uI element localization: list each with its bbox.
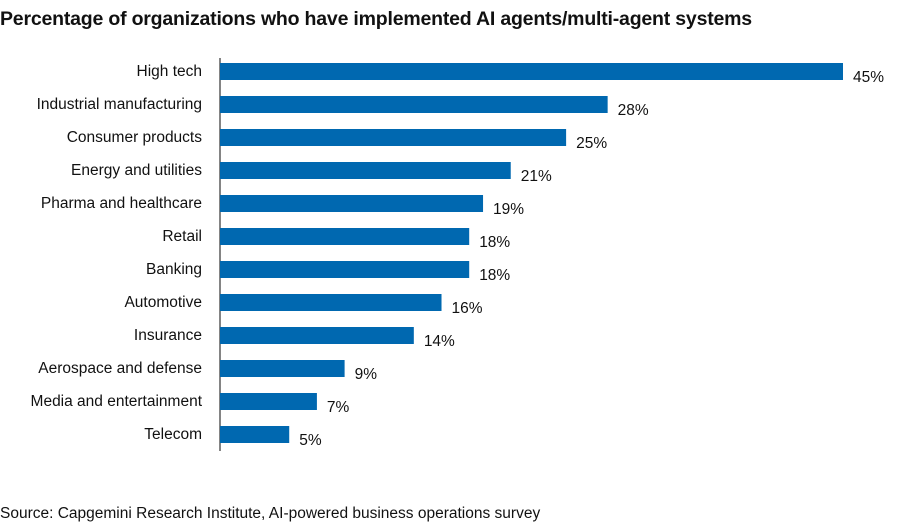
value-label: 21% bbox=[521, 168, 552, 185]
bar bbox=[220, 162, 511, 179]
category-label: Consumer products bbox=[67, 129, 203, 146]
category-label: Banking bbox=[146, 261, 202, 278]
value-label: 14% bbox=[424, 333, 455, 350]
category-label: Aerospace and defense bbox=[38, 360, 202, 377]
category-label: Automotive bbox=[124, 294, 202, 311]
source-note: Source: Capgemini Research Institute, AI… bbox=[0, 505, 541, 522]
chart-title: Percentage of organizations who have imp… bbox=[0, 8, 752, 30]
value-label: 16% bbox=[452, 300, 483, 317]
category-label: Industrial manufacturing bbox=[37, 96, 202, 113]
category-label: Media and entertainment bbox=[31, 393, 203, 410]
value-label: 45% bbox=[853, 69, 884, 86]
value-label: 7% bbox=[327, 399, 350, 416]
value-label: 19% bbox=[493, 201, 524, 218]
bars-group: High tech 45% Industrial manufacturing 28% C… bbox=[31, 63, 884, 449]
category-label: Insurance bbox=[134, 327, 202, 344]
category-label: Pharma and healthcare bbox=[41, 195, 202, 212]
bar bbox=[220, 393, 317, 410]
bar bbox=[220, 261, 470, 278]
bar bbox=[220, 294, 442, 311]
bar bbox=[220, 228, 470, 245]
category-label: Retail bbox=[162, 228, 202, 245]
value-label: 9% bbox=[355, 366, 378, 383]
bar bbox=[220, 63, 843, 80]
bar bbox=[220, 129, 567, 146]
value-label: 18% bbox=[479, 234, 510, 251]
value-label: 5% bbox=[299, 432, 322, 449]
bar bbox=[220, 426, 290, 443]
value-label: 28% bbox=[618, 102, 649, 119]
bar bbox=[220, 327, 414, 344]
bar bbox=[220, 195, 484, 212]
value-label: 18% bbox=[479, 267, 510, 284]
category-label: Telecom bbox=[144, 426, 202, 443]
category-label: Energy and utilities bbox=[71, 162, 202, 179]
bar bbox=[220, 360, 345, 377]
bar bbox=[220, 96, 608, 113]
value-label: 25% bbox=[576, 135, 607, 152]
category-label: High tech bbox=[137, 63, 202, 80]
